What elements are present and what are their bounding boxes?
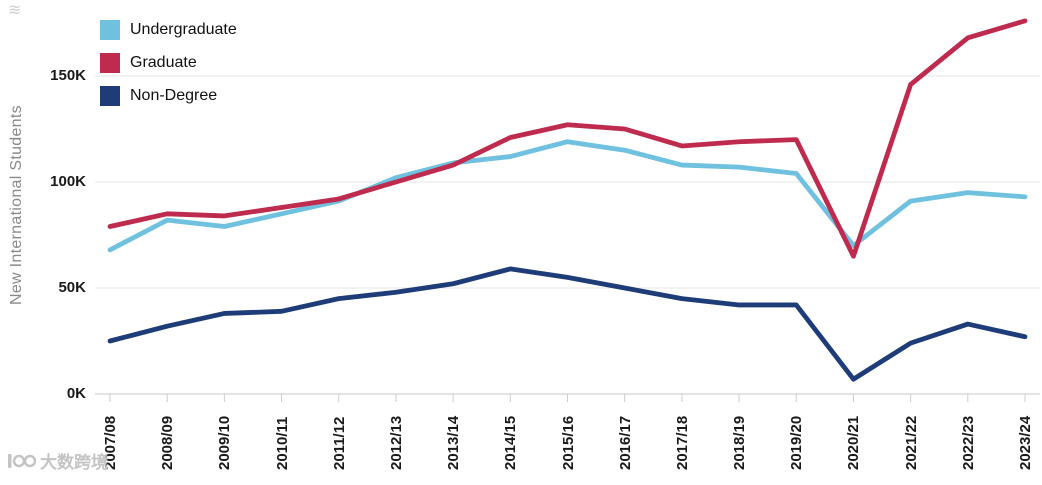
x-axis-label-2010-11: 2010/11	[273, 416, 291, 470]
y-axis-label-150K: 150K	[50, 67, 86, 84]
x-axis-label-2023-24: 2023/24	[1017, 415, 1034, 470]
y-axis-labels: 0K 50K 100K 150K	[0, 0, 88, 485]
x-axis-label-2021-22: 2021/22	[902, 415, 920, 470]
legend-label-undergraduate: Undergraduate	[130, 21, 237, 38]
legend-item-undergraduate[interactable]: Undergraduate	[100, 20, 237, 40]
y-axis-label-100K: 100K	[50, 173, 86, 190]
watermark-logo-icon	[8, 453, 36, 468]
y-axis-label-50K: 50K	[58, 279, 86, 296]
x-axis-label-2022-23: 2022/23	[959, 415, 977, 470]
legend-item-non-degree[interactable]: Non-Degree	[100, 86, 237, 106]
plot-area	[95, 18, 1040, 402]
legend: Undergraduate Graduate Non-Degree	[100, 20, 237, 119]
line-non-degree[interactable]	[107, 266, 1028, 382]
x-axis-label-2018-19: 2018/19	[731, 415, 749, 470]
x-axis-label-2012-13: 2012/13	[387, 415, 405, 470]
legend-swatch-graduate	[100, 53, 120, 73]
x-axis-label-2015-16: 2015/16	[559, 415, 577, 470]
legend-item-graduate[interactable]: Graduate	[100, 53, 237, 73]
x-axis-label-2016-17: 2016/17	[616, 415, 634, 470]
legend-label-graduate: Graduate	[130, 54, 197, 71]
x-axis-label-2014-15: 2014/15	[502, 415, 520, 470]
line-undergraduate[interactable]	[107, 139, 1028, 253]
decoration-squiggle: ≋	[8, 2, 22, 19]
x-axis-label-2009-10: 2009/10	[216, 415, 234, 470]
x-axis-label-2020-21: 2020/21	[845, 415, 863, 470]
x-axis-label-2013-14: 2013/14	[445, 415, 463, 470]
legend-swatch-non-degree	[100, 86, 120, 106]
watermark: 大数跨境	[6, 448, 108, 473]
watermark-text: 大数跨境	[40, 453, 108, 472]
x-axis-label-2017-18: 2017/18	[673, 415, 691, 470]
line-graduate[interactable]	[107, 18, 1028, 259]
legend-label-non-degree: Non-Degree	[130, 87, 218, 104]
x-axis-label-2011-12: 2011/12	[330, 416, 348, 470]
y-axis-label-0K: 0K	[66, 385, 86, 402]
x-axis-label-2008-09: 2008/09	[159, 415, 177, 470]
x-axis-label-2019-20: 2019/20	[788, 415, 806, 470]
legend-swatch-undergraduate	[100, 20, 120, 40]
